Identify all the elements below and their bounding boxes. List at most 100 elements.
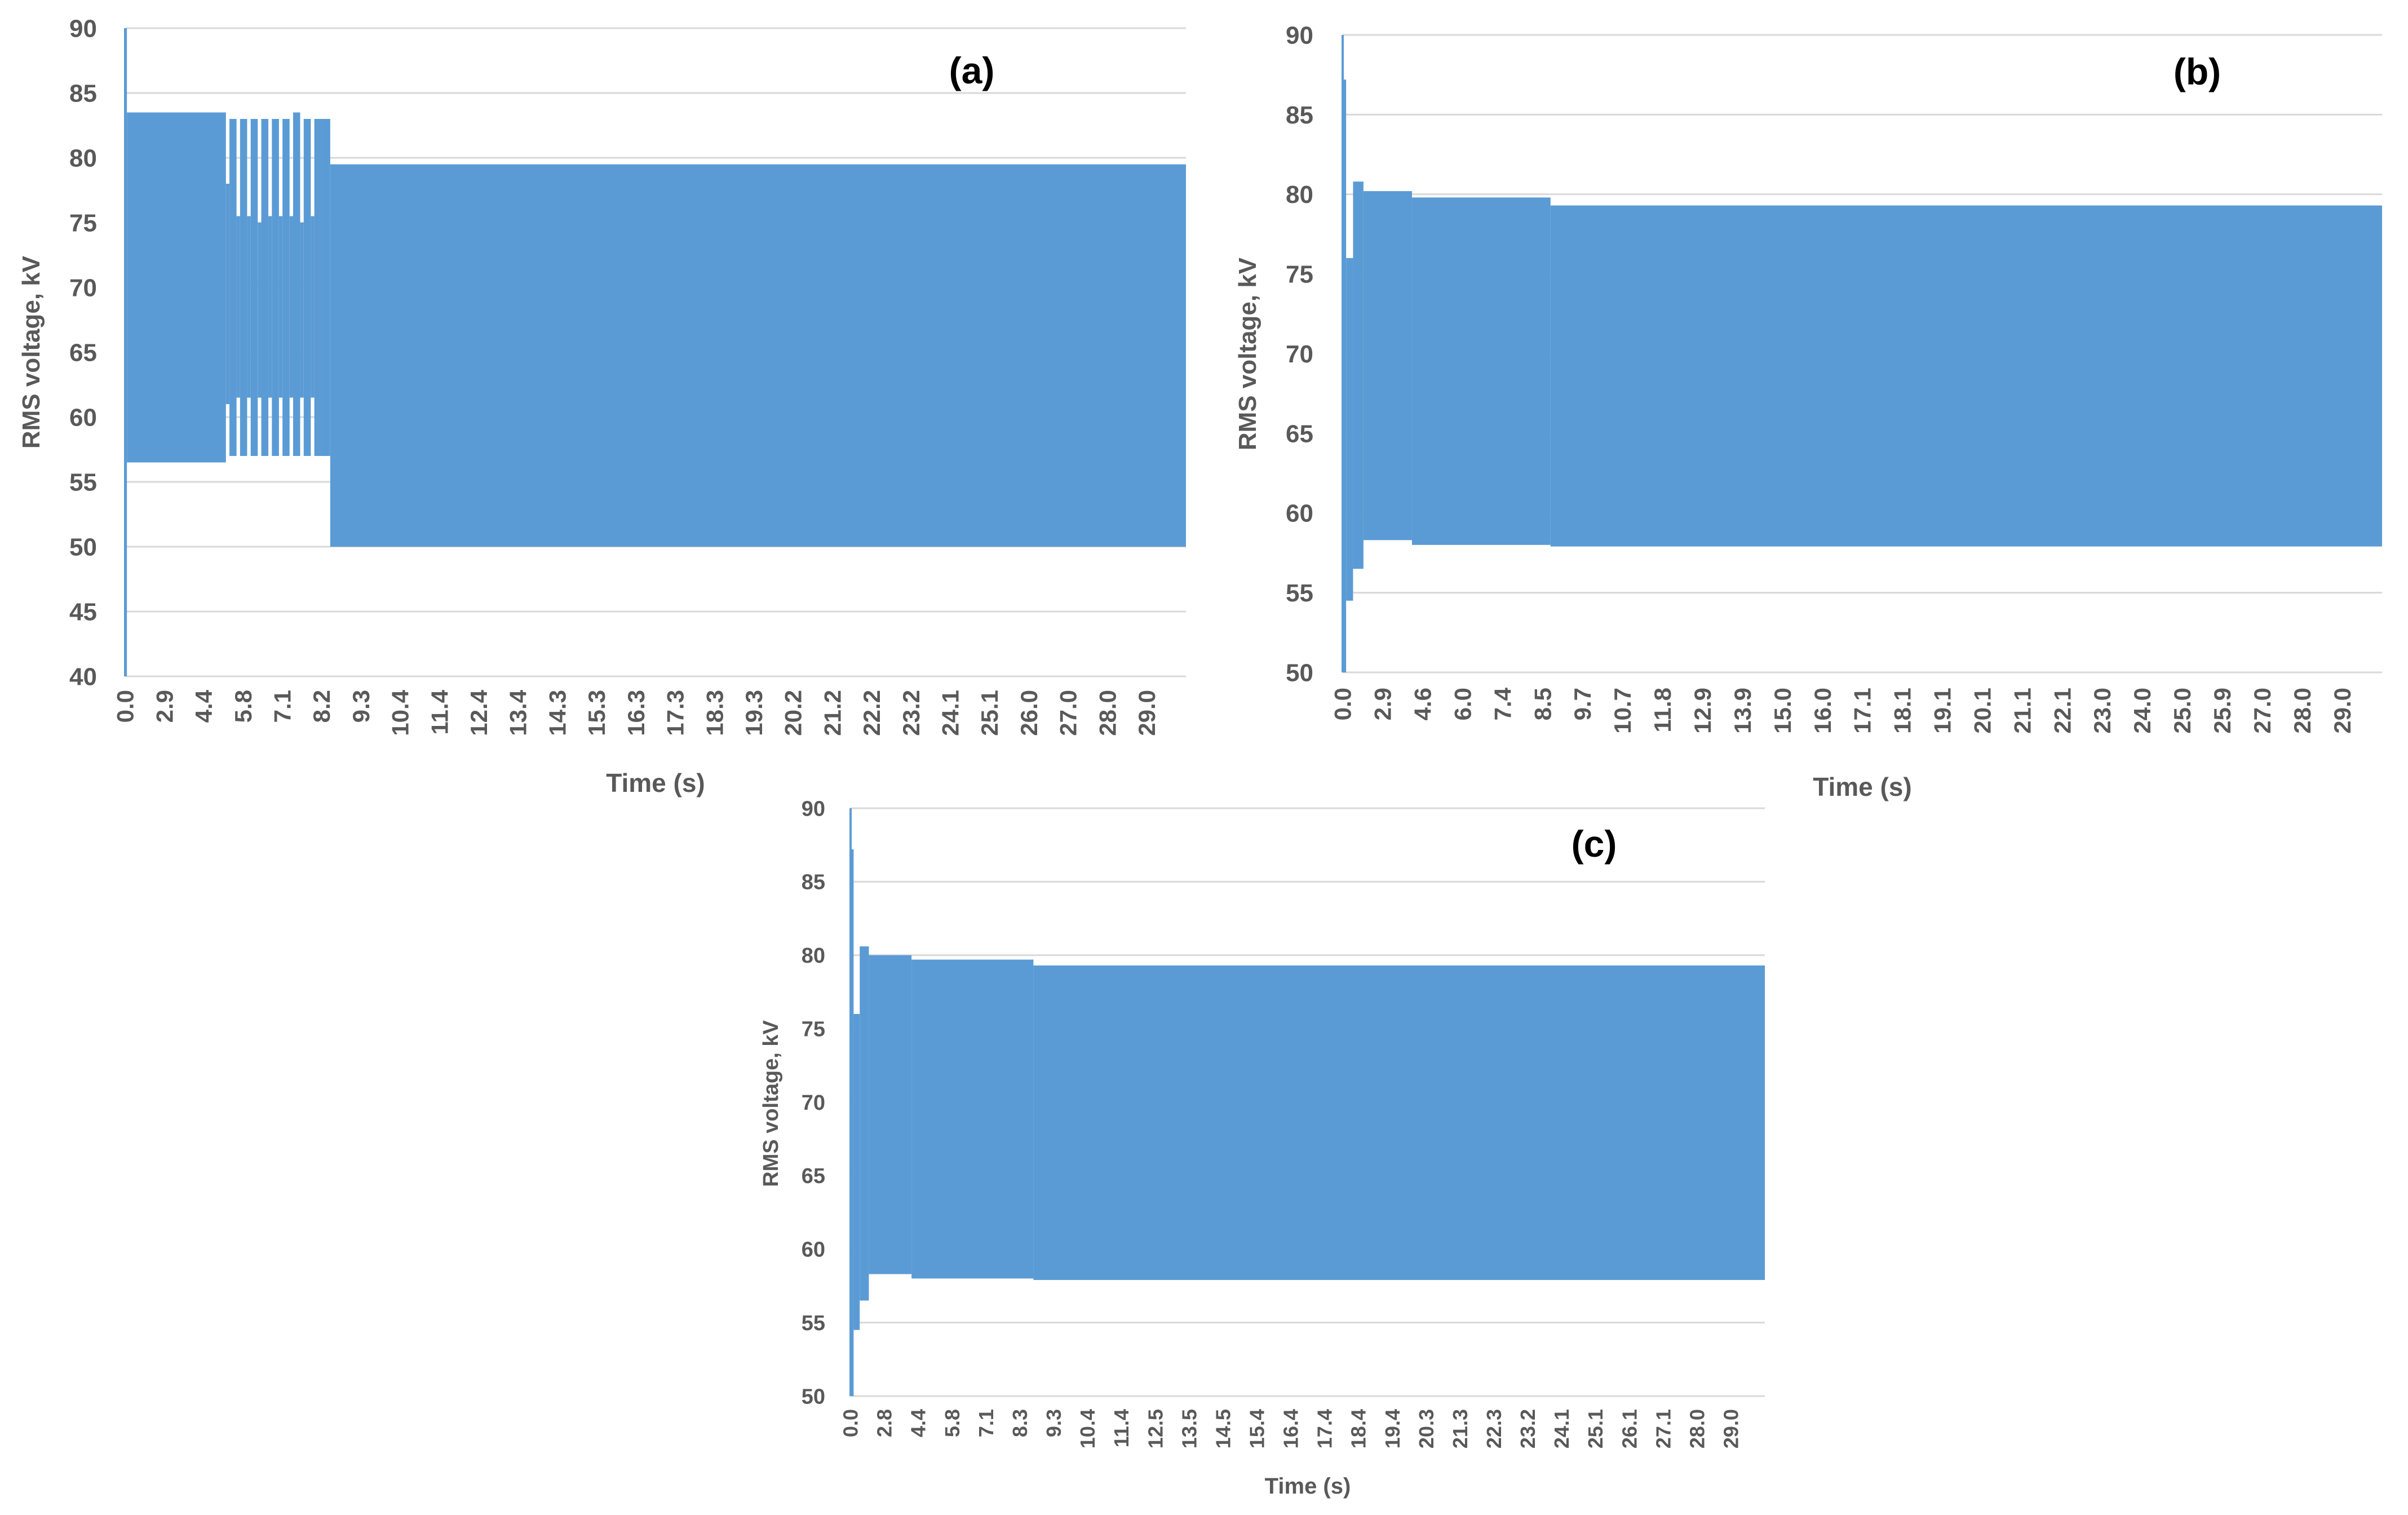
x-tick-label: 10.7 bbox=[1609, 688, 1636, 734]
x-tick-label: 7.1 bbox=[269, 690, 296, 723]
data-band-segment bbox=[261, 119, 269, 456]
data-band-segment bbox=[1363, 191, 1412, 541]
x-tick-label: 25.1 bbox=[1584, 1409, 1607, 1448]
y-tick-label: 75 bbox=[1286, 261, 1313, 289]
x-tick-label: 25.1 bbox=[976, 690, 1003, 736]
chart-panel-0: 40 45 50 55 60 65 70 75 80 85 90 0.0 2.9 4.4 5.8 7.1 8.2… bbox=[17, 15, 1187, 798]
y-tick-label: 50 bbox=[802, 1385, 825, 1408]
data-band-segment bbox=[1411, 197, 1551, 545]
y-tick-label: 50 bbox=[1286, 659, 1313, 686]
x-tick-label: 9.7 bbox=[1569, 688, 1596, 720]
x-tick-label: 19.3 bbox=[741, 690, 767, 736]
data-band-segment bbox=[869, 955, 912, 1274]
data-band-segment bbox=[240, 119, 247, 456]
x-tick-label: 15.4 bbox=[1245, 1409, 1268, 1448]
x-tick-label: 20.1 bbox=[1969, 688, 1995, 734]
data-band-segment bbox=[1346, 258, 1353, 601]
data-band-segment bbox=[282, 119, 290, 456]
y-tick-label: 90 bbox=[69, 15, 97, 42]
data-band-segment bbox=[1353, 181, 1364, 569]
x-tick-label: 27.0 bbox=[1055, 690, 1082, 736]
y-tick-label: 90 bbox=[802, 797, 825, 821]
data-band-segment bbox=[860, 946, 869, 1301]
x-tick-label: 22.1 bbox=[2049, 688, 2075, 734]
y-tick-label: 70 bbox=[69, 274, 97, 302]
data-band-segment bbox=[1033, 965, 1765, 1281]
x-tick-label: 16.0 bbox=[1809, 688, 1836, 734]
x-tick-label: 5.8 bbox=[941, 1409, 964, 1437]
x-tick-label: 9.3 bbox=[1042, 1409, 1065, 1437]
y-tick-label: 90 bbox=[1286, 21, 1313, 49]
x-tick-label: 23.2 bbox=[1516, 1409, 1539, 1448]
panel-label: (c) bbox=[1572, 823, 1617, 865]
data-band-segment bbox=[311, 216, 315, 398]
data-band-segment bbox=[851, 849, 854, 1396]
data-band-segment bbox=[268, 216, 272, 398]
data-band-segment bbox=[314, 119, 320, 456]
x-tick-label: 28.0 bbox=[1685, 1409, 1708, 1448]
x-tick-label: 2.8 bbox=[873, 1409, 896, 1437]
x-tick-label: 14.3 bbox=[544, 690, 570, 736]
y-tick-label: 50 bbox=[69, 533, 97, 561]
x-tick-label: 13.4 bbox=[505, 689, 532, 736]
x-tick-label: 0.0 bbox=[1330, 688, 1356, 720]
y-tick-label: 65 bbox=[69, 339, 97, 366]
chart-panel-1: 50 55 60 65 70 75 80 85 90 0.0 2.9 4.6 6.0 7.4 8.5 9.7 1… bbox=[1234, 21, 2382, 801]
x-tick-label: 29.0 bbox=[1134, 690, 1160, 736]
y-axis-title: RMS voltage, kV bbox=[759, 1020, 783, 1187]
x-tick-label: 28.0 bbox=[1094, 690, 1121, 736]
y-tick-label: 45 bbox=[69, 598, 97, 626]
x-tick-label: 12.4 bbox=[466, 689, 492, 736]
x-tick-label: 15.3 bbox=[583, 690, 610, 736]
x-tick-label: 11.4 bbox=[1110, 1409, 1133, 1447]
x-tick-label: 19.1 bbox=[1929, 688, 1956, 734]
y-tick-label: 55 bbox=[69, 468, 97, 496]
x-tick-label: 21.2 bbox=[819, 690, 846, 736]
y-tick-label: 85 bbox=[1286, 101, 1313, 129]
panel-label: (a) bbox=[949, 50, 995, 91]
data-band-segment bbox=[330, 164, 1187, 547]
x-tick-label: 29.0 bbox=[2329, 688, 2356, 734]
x-tick-label: 16.4 bbox=[1280, 1409, 1303, 1448]
x-tick-label: 0.0 bbox=[839, 1409, 862, 1437]
x-tick-label: 18.1 bbox=[1889, 688, 1916, 734]
panel-label: (b) bbox=[2174, 51, 2221, 92]
x-axis-title: Time (s) bbox=[606, 768, 705, 798]
x-tick-label: 18.4 bbox=[1347, 1409, 1370, 1448]
x-tick-label: 11.8 bbox=[1649, 688, 1676, 732]
y-tick-label: 55 bbox=[1286, 579, 1313, 607]
y-tick-label: 75 bbox=[802, 1017, 825, 1041]
x-tick-label: 12.5 bbox=[1144, 1409, 1167, 1448]
x-tick-label: 22.3 bbox=[1482, 1409, 1506, 1448]
x-tick-label: 14.5 bbox=[1211, 1409, 1234, 1448]
y-axis-title: RMS voltage, kV bbox=[1234, 257, 1261, 450]
data-band-segment bbox=[127, 112, 226, 463]
x-tick-label: 20.3 bbox=[1415, 1409, 1438, 1448]
y-tick-label: 55 bbox=[802, 1312, 825, 1335]
x-tick-label: 28.0 bbox=[2289, 688, 2316, 734]
data-band-segment bbox=[278, 216, 283, 398]
x-tick-label: 17.3 bbox=[662, 690, 689, 736]
y-axis-title: RMS voltage, kV bbox=[17, 255, 45, 449]
data-band-segment bbox=[320, 119, 330, 456]
y-tick-label: 65 bbox=[1286, 420, 1313, 448]
x-tick-label: 18.3 bbox=[701, 690, 728, 736]
x-tick-label: 24.1 bbox=[1550, 1409, 1573, 1448]
chart-panel-2: 50 55 60 65 70 75 80 85 90 0.0 2.8 4.4 5.8 7.1 8.3 9.3 1… bbox=[759, 797, 1765, 1499]
y-tick-label: 85 bbox=[802, 871, 825, 894]
x-tick-label: 4.6 bbox=[1410, 688, 1436, 720]
x-tick-label: 27.1 bbox=[1652, 1409, 1675, 1448]
x-tick-label: 13.5 bbox=[1178, 1409, 1201, 1448]
data-band-segment bbox=[225, 184, 230, 404]
x-tick-label: 21.3 bbox=[1449, 1409, 1472, 1448]
x-tick-label: 12.9 bbox=[1689, 688, 1716, 734]
x-tick-label: 0.0 bbox=[112, 690, 139, 723]
data-band-segment bbox=[289, 216, 293, 398]
data-band-segment bbox=[853, 1014, 860, 1330]
x-tick-label: 5.8 bbox=[230, 690, 256, 723]
data-band-segment bbox=[229, 119, 237, 456]
x-tick-label: 17.4 bbox=[1313, 1409, 1336, 1448]
y-tick-label: 40 bbox=[69, 663, 97, 690]
x-tick-label: 29.0 bbox=[1720, 1409, 1743, 1448]
